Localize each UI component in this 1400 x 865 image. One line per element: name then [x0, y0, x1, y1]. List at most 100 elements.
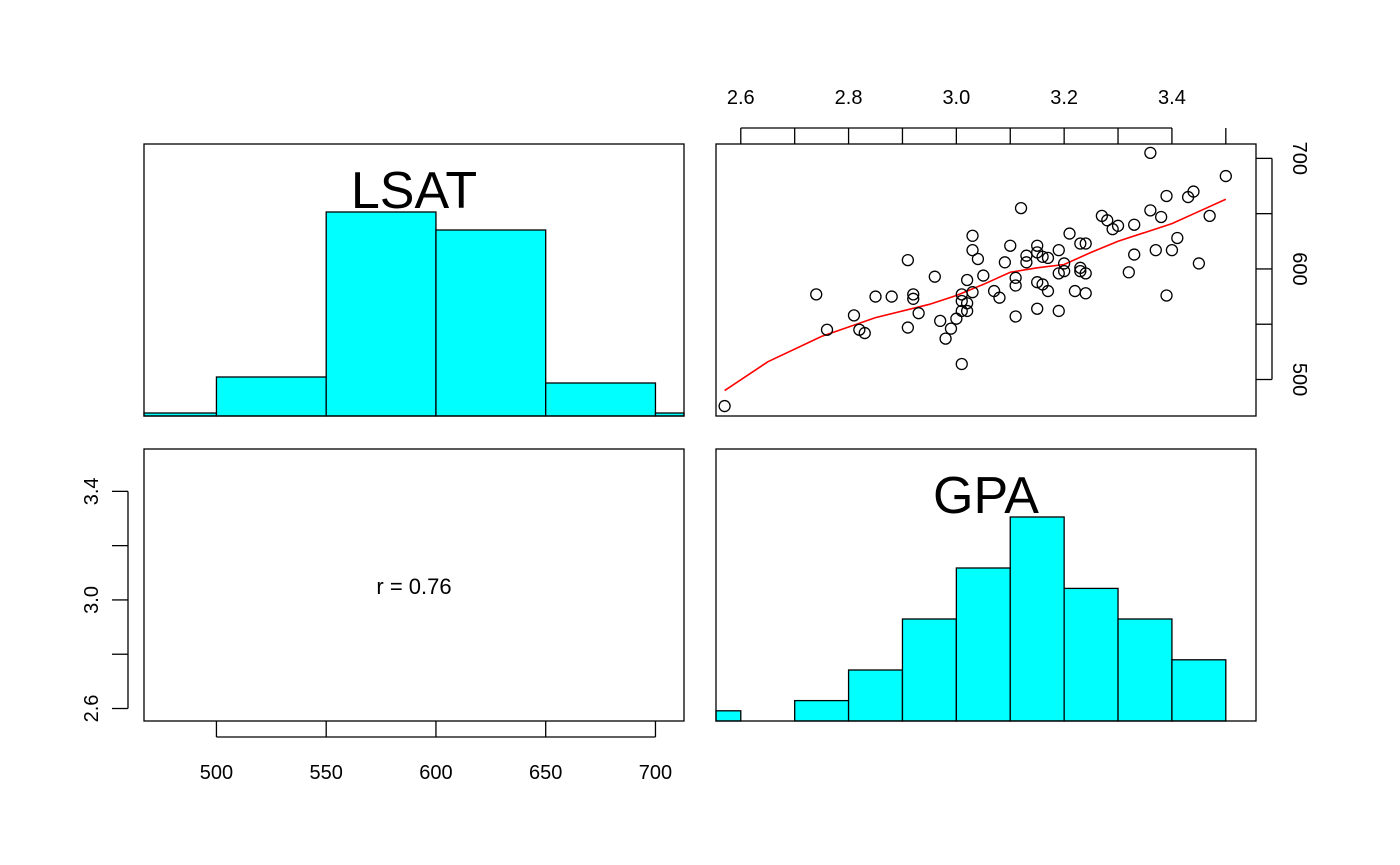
scatter-points-layer: [718, 146, 1232, 413]
scatter-point-15: [939, 332, 952, 345]
scatter-point-34: [1009, 271, 1022, 284]
gpa-histogram-bar-5: [955, 567, 1011, 722]
panel-frame-bottom-left: [143, 448, 685, 722]
right-y-axis: 500 600 700: [1256, 142, 1310, 396]
scatter-point-43: [1031, 302, 1044, 315]
gpa-histogram-bar-3: [847, 669, 904, 722]
lsat-histogram-bars: [143, 211, 685, 417]
scatter-point-14: [934, 314, 947, 328]
gpa-histogram-bar-9: [1171, 659, 1227, 722]
panel-correlation: r = 0.76 2.6 3.0 3.4 500 550 600 650 700: [81, 448, 685, 784]
top-axis-tick-label-2: 3.0: [942, 87, 970, 109]
scatter-point-35: [1009, 279, 1022, 292]
right-axis-tick-label-0: 500: [1288, 363, 1310, 396]
scatter-point-64: [1111, 219, 1125, 232]
scatter-point-58: [1079, 237, 1092, 250]
scatter-point-60: [1079, 287, 1092, 300]
right-axis-tick-label-2: 700: [1288, 142, 1310, 175]
gpa-diagonal-title: GPA: [933, 467, 1039, 525]
gpa-histogram-bars: [715, 516, 1227, 722]
bottom-axis-tick-label-4: 700: [639, 762, 672, 784]
top-axis-tick-label-3: 3.2: [1050, 87, 1078, 109]
lsat-histogram-bar-2: [325, 211, 437, 417]
scatter-point-79: [1203, 209, 1216, 223]
gpa-histogram-bar-8: [1117, 618, 1173, 722]
scatter-point-59: [1079, 267, 1092, 280]
scatter-point-54: [1068, 284, 1082, 298]
top-x-axis: 2.6 2.8 3.0 3.2 3.4: [727, 87, 1227, 144]
scatter-point-5: [858, 326, 871, 340]
panel-gpa-histogram: GPA: [715, 448, 1257, 722]
scatter-point-6: [869, 290, 882, 303]
panel-gpa-lsat-scatter: 2.6 2.8 3.0 3.2 3.4 500 600 700: [715, 87, 1310, 417]
panel-lsat-histogram: LSAT: [143, 143, 685, 417]
scatter-point-25: [966, 229, 979, 242]
scatter-smooth-line: [724, 198, 1227, 392]
scatter-point-65: [1122, 266, 1135, 279]
scatter-point-74: [1165, 243, 1179, 257]
left-axis-tick-label-1: 3.0: [81, 586, 103, 614]
scatter-point-26: [966, 243, 979, 257]
scatter-point-3: [847, 309, 861, 322]
scatter-point-8: [901, 253, 915, 267]
scatter-point-0: [718, 399, 731, 413]
smooth-line-layer: [724, 198, 1227, 392]
bottom-x-axis: 500 550 600 650 700: [200, 721, 672, 784]
scatter-point-24: [960, 273, 974, 287]
scatter-point-75: [1171, 231, 1184, 245]
bottom-axis-tick-label-3: 650: [529, 762, 562, 784]
gpa-histogram-bar-4: [901, 618, 958, 722]
left-y-axis: 2.6 3.0 3.4: [81, 477, 129, 722]
scatter-point-40: [1031, 239, 1044, 252]
gpa-histogram-bar-0: [715, 710, 742, 722]
left-axis-tick-label-2: 3.4: [81, 477, 103, 505]
scatter-point-72: [1160, 189, 1173, 203]
scatter-point-42: [1031, 276, 1044, 289]
scatter-point-29: [977, 269, 990, 282]
scatter-point-57: [1074, 265, 1087, 278]
gpa-histogram-bar-7: [1063, 587, 1119, 722]
scatter-point-37: [1014, 201, 1028, 215]
scatter-point-38: [1020, 249, 1033, 262]
scatter-point-50: [1052, 304, 1065, 318]
scatter-point-47: [1041, 284, 1055, 298]
scatter-point-1: [810, 288, 823, 301]
scatter-point-66: [1128, 218, 1141, 231]
gpa-histogram-bar-6: [1009, 516, 1065, 722]
scatter-point-55: [1074, 237, 1087, 250]
scatter-point-44: [1036, 250, 1049, 263]
lsat-diagonal-title: LSAT: [351, 162, 477, 220]
lsat-histogram-bar-3: [435, 229, 547, 417]
panel-frame-top-right: [715, 143, 1257, 417]
scatter-point-48: [1052, 243, 1065, 257]
lsat-histogram-bar-4: [545, 382, 657, 417]
bottom-axis-tick-label-0: 500: [200, 762, 233, 784]
scatter-point-7: [885, 290, 898, 303]
scatter-point-51: [1057, 257, 1071, 270]
scatter-point-27: [966, 286, 979, 299]
scatter-point-77: [1187, 185, 1200, 198]
scatter-point-71: [1154, 210, 1168, 224]
bottom-axis-tick-label-2: 600: [419, 762, 452, 784]
lsat-histogram-bar-1: [215, 376, 327, 417]
scatter-point-18: [955, 357, 968, 371]
scatter-point-39: [1020, 256, 1033, 269]
scatter-point-13: [928, 270, 941, 283]
panel-frame-bottom-right: [715, 448, 1257, 722]
panel-frame-top-left: [143, 143, 685, 417]
gpa-histogram-bar-2: [794, 699, 850, 722]
scatter-point-11: [907, 292, 920, 305]
right-axis-tick-label-1: 600: [1288, 252, 1310, 285]
scatter-point-32: [998, 256, 1012, 269]
scatter-point-52: [1057, 265, 1071, 278]
scatter-point-22: [960, 297, 974, 310]
scatter-point-80: [1219, 169, 1232, 183]
scatter-point-31: [993, 291, 1006, 304]
scatter-point-70: [1149, 243, 1162, 257]
scatter-point-33: [1004, 239, 1017, 252]
top-axis-tick-label-4: 3.4: [1158, 87, 1186, 109]
bottom-axis-tick-label-1: 550: [310, 762, 343, 784]
scatter-point-46: [1041, 251, 1055, 265]
top-axis-tick-label-1: 2.8: [835, 87, 863, 109]
